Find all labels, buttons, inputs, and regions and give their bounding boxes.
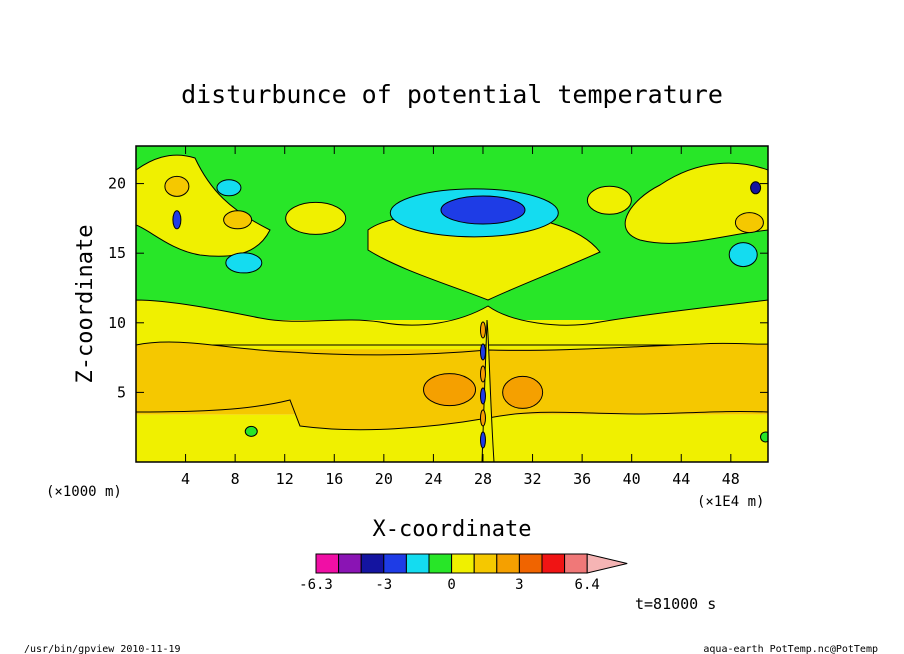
y-axis-label: Z-coordinate	[73, 225, 98, 384]
colorbar-swatch-12	[586, 553, 628, 574]
time-label: t=81000 s	[635, 595, 716, 613]
x-unit-right: (×1E4 m)	[697, 494, 764, 510]
colorbar-swatch-9	[518, 553, 543, 574]
right-orange-1	[734, 212, 764, 234]
right-blue-1	[750, 181, 762, 195]
colorbar-tick-label-1: -3	[375, 577, 392, 593]
x-tick-label-6: 28	[474, 470, 492, 488]
x-tick-label-4: 20	[375, 470, 393, 488]
colorbar-tick-label-4: 6.4	[575, 577, 600, 593]
right-cyan-1	[728, 242, 758, 268]
center-plume	[481, 319, 495, 462]
plume-cell-1	[479, 343, 486, 361]
x-unit-left: (×1000 m)	[46, 484, 122, 500]
x-tick-label-2: 12	[276, 470, 294, 488]
small-green-right	[760, 431, 768, 443]
colorbar-tick-label-2: 0	[447, 577, 455, 593]
colorbar-swatch-0	[315, 553, 340, 574]
footer-right: aqua-earth_PotTemp.nc@PotTemp	[703, 644, 878, 654]
plume-cell-3	[479, 387, 486, 405]
blue-core	[440, 195, 526, 225]
y-tick-label-3: 20	[108, 175, 126, 193]
x-axis: 4 8 12 16 20 24 28 32 36 40 44 48	[181, 146, 740, 488]
x-tick-label-9: 40	[623, 470, 641, 488]
x-tick-label-5: 24	[424, 470, 442, 488]
x-tick-label-11: 48	[722, 470, 740, 488]
center-orange-right	[502, 375, 544, 409]
plume-cell-2	[479, 365, 486, 383]
left-orange-2	[223, 210, 253, 230]
x-tick-label-7: 32	[524, 470, 542, 488]
chart-title: disturbunce of potential temperature	[181, 80, 723, 109]
x-tick-label-3: 16	[325, 470, 343, 488]
colorbar-swatch-1	[338, 553, 362, 574]
x-axis-label: X-coordinate	[373, 517, 532, 542]
colorbar-swatch-2	[360, 553, 385, 574]
colorbar-swatch-8	[496, 553, 520, 574]
colorbar	[315, 553, 628, 574]
mid-right-yellow	[586, 185, 632, 215]
colorbar-swatch-7	[473, 553, 498, 574]
left-cyan-2	[225, 252, 263, 274]
mid-left-yellow	[285, 201, 347, 235]
right-yellow-upper	[624, 162, 768, 244]
plume-cell-4	[479, 409, 486, 427]
left-orange-1	[164, 175, 190, 197]
colorbar-tick-label-0: -6.3	[299, 577, 333, 593]
colorbar-swatch-3	[383, 553, 407, 574]
left-blue-1	[172, 210, 182, 230]
colorbar-tick-label-3: 3	[515, 577, 523, 593]
y-tick-label-0: 5	[117, 383, 126, 401]
center-orange-left	[423, 373, 477, 407]
x-tick-label-8: 36	[573, 470, 591, 488]
y-tick-label-2: 15	[108, 244, 126, 262]
colorbar-swatch-11	[564, 553, 588, 574]
plume-cell-5	[479, 431, 486, 449]
colorbar-swatch-4	[405, 553, 430, 574]
footer-left: /usr/bin/gpview 2010-11-19	[24, 644, 181, 654]
plume-cell-0	[479, 321, 486, 339]
x-tick-label-0: 4	[181, 470, 190, 488]
left-cyan-1	[216, 179, 242, 197]
plot-area	[135, 145, 769, 463]
y-axis: 5 10 15 20	[108, 175, 768, 401]
colorbar-swatch-5	[428, 553, 453, 574]
x-tick-label-10: 44	[672, 470, 690, 488]
colorbar-swatch-10	[541, 553, 566, 574]
colorbar-swatch-6	[451, 553, 475, 574]
y-tick-label-1: 10	[108, 314, 126, 332]
x-tick-label-1: 8	[231, 470, 240, 488]
small-green-left	[244, 425, 258, 437]
green-yellow-boundary	[136, 299, 768, 346]
colorbar-ticks: -6.3 -3 0 3 6.4	[299, 577, 600, 593]
